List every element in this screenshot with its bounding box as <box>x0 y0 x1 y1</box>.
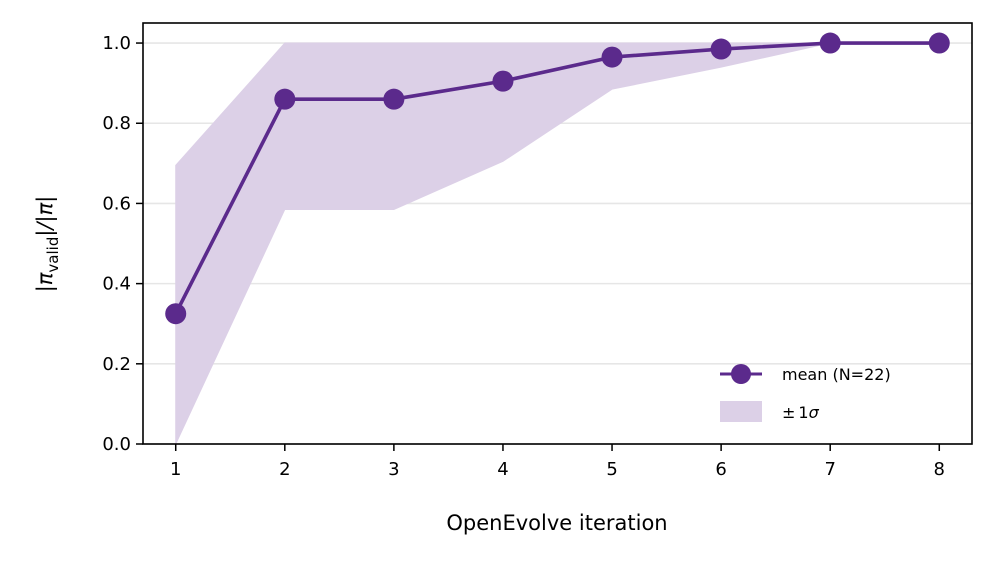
mean-point <box>274 88 296 110</box>
x-tick-label: 6 <box>715 459 726 480</box>
mean-point <box>492 70 514 92</box>
legend-band-swatch <box>720 401 762 422</box>
legend-mean-label: mean (N=22) <box>782 365 891 384</box>
mean-point <box>601 46 623 68</box>
y-tick-label: 0.6 <box>102 193 131 214</box>
y-axis-title: |πvalid|/|π| <box>33 196 62 293</box>
y-axis-title-sub: valid <box>44 237 62 273</box>
mean-point <box>165 303 187 325</box>
mean-point <box>710 38 732 60</box>
x-tick-label: 2 <box>279 459 290 480</box>
x-axis: 1 2 3 4 5 6 7 8 <box>170 444 945 480</box>
legend-band-pm: ± <box>782 403 795 422</box>
legend-band-sigma: σ <box>809 403 820 422</box>
series-layer <box>165 32 950 325</box>
y-axis: 0.0 0.2 0.4 0.6 0.8 1.0 <box>102 33 143 455</box>
legend: mean (N=22) ±1σ <box>720 364 891 422</box>
x-tick-label: 3 <box>388 459 399 480</box>
mean-point <box>819 32 841 54</box>
x-axis-title: OpenEvolve iteration <box>446 511 667 535</box>
y-tick-label: 0.8 <box>102 113 131 134</box>
mean-point <box>928 32 950 54</box>
plot-frame <box>142 22 973 445</box>
y-tick-label: 0.4 <box>102 274 131 295</box>
mean-point <box>383 88 405 110</box>
x-tick-label: 7 <box>824 459 835 480</box>
legend-band-one: 1 <box>798 403 808 422</box>
legend-band-label: ±1σ <box>782 403 820 422</box>
y-tick-label: 1.0 <box>102 33 131 54</box>
y-axis-title-close: |/|π| <box>33 196 58 237</box>
x-tick-label: 8 <box>934 459 945 480</box>
y-axis-title-open: |π <box>33 272 58 292</box>
mean-line <box>174 41 940 315</box>
x-tick-label: 5 <box>606 459 617 480</box>
legend-mean-marker <box>731 364 751 384</box>
y-tick-label: 0.2 <box>102 354 131 375</box>
x-tick-label: 4 <box>497 459 508 480</box>
y-tick-label: 0.0 <box>102 434 131 455</box>
x-tick-label: 1 <box>170 459 181 480</box>
